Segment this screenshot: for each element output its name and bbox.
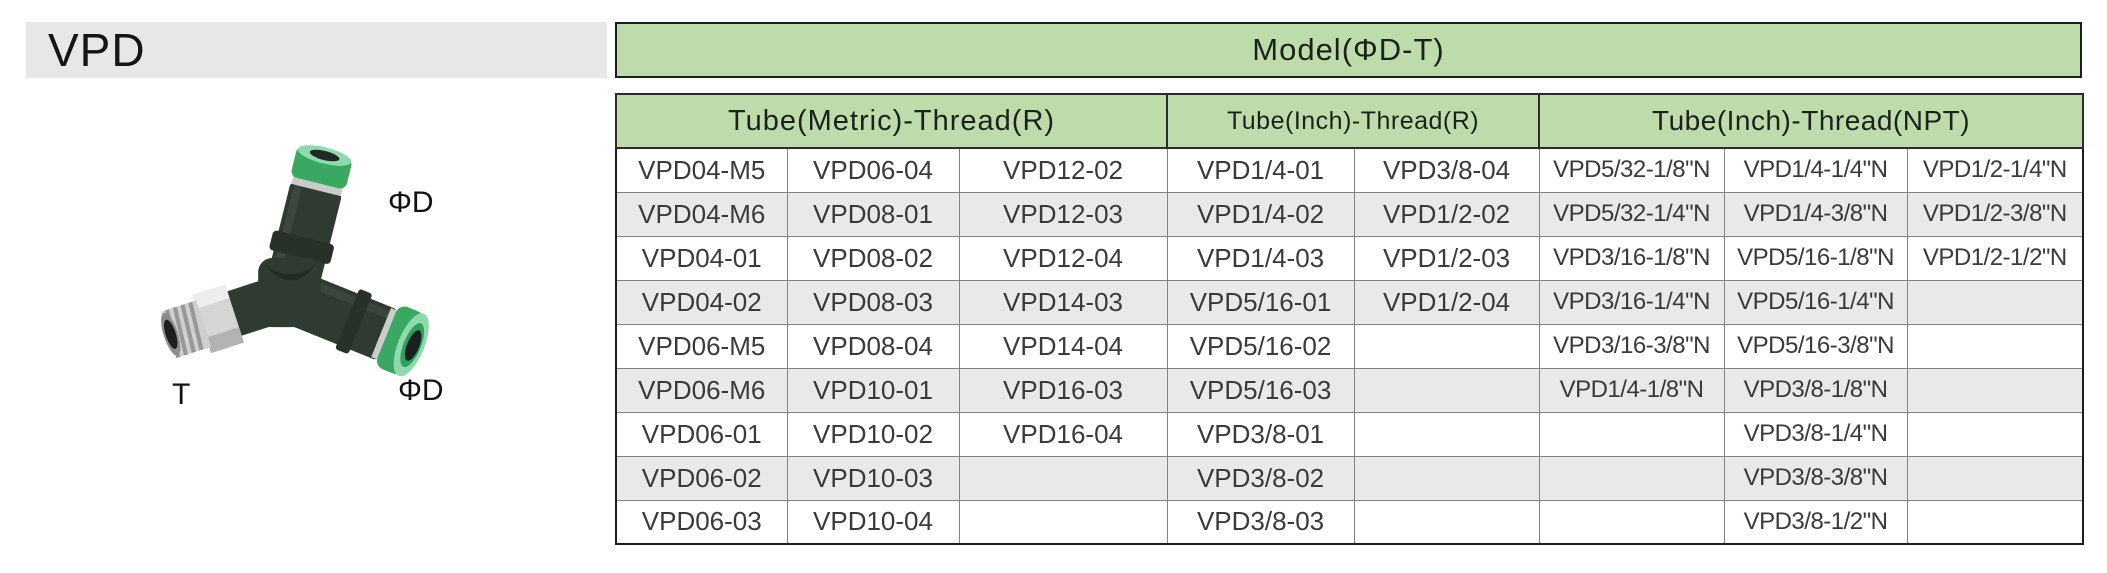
- model-cell: VPD3/8-1/8"N: [1723, 367, 1908, 413]
- model-cell: VPD06-M5: [615, 323, 788, 369]
- model-cell: VPD5/16-01: [1166, 279, 1355, 325]
- table-row: VPD04-01 VPD08-02 VPD12-04 VPD1/4-03 VPD1/2-…: [615, 235, 2084, 281]
- model-cell: VPD3/8-1/2"N: [1723, 499, 1908, 545]
- table-row: VPD06-03 VPD10-04 VPD3/8-03 VPD3/8-1/2"N: [615, 499, 2084, 545]
- model-cell: VPD14-04: [958, 323, 1168, 369]
- model-cell: VPD5/16-02: [1166, 323, 1355, 369]
- model-cell: VPD5/16-1/8"N: [1723, 235, 1908, 281]
- model-cell: VPD10-03: [786, 455, 960, 501]
- side-port-diameter-label: ΦD: [398, 374, 444, 407]
- model-cell: VPD16-04: [958, 411, 1168, 457]
- model-cell: VPD08-04: [786, 323, 960, 369]
- empty-cell: [1906, 455, 2084, 501]
- empty-cell: [1906, 279, 2084, 325]
- model-cell: VPD3/16-1/8"N: [1538, 235, 1725, 281]
- empty-cell: [1353, 323, 1540, 369]
- model-table-body: VPD04-M5 VPD06-04 VPD12-02 VPD1/4-01 VPD3/8-…: [615, 147, 2084, 545]
- model-cell: VPD3/8-3/8"N: [1723, 455, 1908, 501]
- empty-cell: [1538, 411, 1725, 457]
- model-cell: VPD1/4-3/8"N: [1723, 191, 1908, 237]
- model-cell: VPD04-M6: [615, 191, 788, 237]
- empty-cell: [1353, 411, 1540, 457]
- series-title-bar: VPD: [26, 22, 607, 78]
- empty-cell: [1353, 455, 1540, 501]
- model-cell: VPD1/4-02: [1166, 191, 1355, 237]
- model-cell: VPD3/8-04: [1353, 147, 1540, 193]
- model-cell: VPD04-01: [615, 235, 788, 281]
- model-cell: VPD10-02: [786, 411, 960, 457]
- model-cell: VPD1/2-1/2"N: [1906, 235, 2084, 281]
- model-cell: VPD08-03: [786, 279, 960, 325]
- group-header-inch-r: Tube(Inch)-Thread(R): [1166, 93, 1541, 149]
- model-cell: VPD1/2-3/8"N: [1906, 191, 2084, 237]
- model-header-text: Model(ΦD-T): [1252, 32, 1445, 67]
- model-cell: VPD5/16-03: [1166, 367, 1355, 413]
- model-cell: VPD1/4-1/8"N: [1538, 367, 1725, 413]
- top-port-diameter-label: ΦD: [388, 186, 434, 219]
- series-title: VPD: [48, 24, 146, 76]
- model-cell: VPD3/16-3/8"N: [1538, 323, 1725, 369]
- model-cell: VPD1/4-01: [1166, 147, 1355, 193]
- tee-fitting-image: [161, 145, 429, 377]
- header-gap: [615, 78, 2082, 93]
- model-cell: VPD06-04: [786, 147, 960, 193]
- model-table-area: Model(ΦD-T) Tube(Metric)-Thread(R) Tube(…: [614, 22, 2085, 545]
- model-cell: VPD12-02: [958, 147, 1168, 193]
- table-row: VPD04-M5 VPD06-04 VPD12-02 VPD1/4-01 VPD3/8-…: [615, 147, 2084, 193]
- model-cell: VPD06-01: [615, 411, 788, 457]
- model-cell: VPD06-03: [615, 499, 788, 545]
- table-row: VPD06-M5 VPD08-04 VPD14-04 VPD5/16-02 VPD3/1…: [615, 323, 2084, 369]
- empty-cell: [958, 455, 1168, 501]
- model-header-bar: Model(ΦD-T): [615, 22, 2082, 78]
- model-cell: VPD3/16-1/4"N: [1538, 279, 1725, 325]
- model-cell: VPD04-M5: [615, 147, 788, 193]
- empty-cell: [1353, 367, 1540, 413]
- empty-cell: [1538, 455, 1725, 501]
- model-cell: VPD5/16-3/8"N: [1723, 323, 1908, 369]
- model-cell: VPD1/4-03: [1166, 235, 1355, 281]
- model-cell: VPD10-04: [786, 499, 960, 545]
- empty-cell: [1906, 411, 2084, 457]
- model-cell: VPD06-02: [615, 455, 788, 501]
- thread-label: T: [172, 378, 191, 411]
- model-cell: VPD08-02: [786, 235, 960, 281]
- group-header-metric-r: Tube(Metric)-Thread(R): [614, 93, 1169, 149]
- model-table: Tube(Metric)-Thread(R) Tube(Inch)-Thread…: [614, 93, 2085, 545]
- model-cell: VPD12-04: [958, 235, 1168, 281]
- model-cell: VPD5/16-1/4"N: [1723, 279, 1908, 325]
- model-cell: VPD1/2-1/4"N: [1906, 147, 2084, 193]
- table-row: VPD04-02 VPD08-03 VPD14-03 VPD5/16-01 VPD1/2…: [615, 279, 2084, 325]
- model-cell: VPD14-03: [958, 279, 1168, 325]
- empty-cell: [1538, 499, 1725, 545]
- model-cell: VPD3/8-02: [1166, 455, 1355, 501]
- table-row: VPD04-M6 VPD08-01 VPD12-03 VPD1/4-02 VPD1/2-…: [615, 191, 2084, 237]
- empty-cell: [1906, 367, 2084, 413]
- model-cell: VPD5/32-1/4"N: [1538, 191, 1725, 237]
- table-row: VPD06-01 VPD10-02 VPD16-04 VPD3/8-01 VPD3/8-…: [615, 411, 2084, 457]
- model-cell: VPD06-M6: [615, 367, 788, 413]
- model-cell: VPD1/2-04: [1353, 279, 1540, 325]
- group-header-inch-npt: Tube(Inch)-Thread(NPT): [1538, 93, 2085, 149]
- empty-cell: [958, 499, 1168, 545]
- model-cell: VPD5/32-1/8"N: [1538, 147, 1725, 193]
- model-cell: VPD16-03: [958, 367, 1168, 413]
- group-header-row: Tube(Metric)-Thread(R) Tube(Inch)-Thread…: [614, 93, 2085, 149]
- model-cell: VPD1/2-02: [1353, 191, 1540, 237]
- model-cell: VPD12-03: [958, 191, 1168, 237]
- model-cell: VPD10-01: [786, 367, 960, 413]
- model-cell: VPD04-02: [615, 279, 788, 325]
- empty-cell: [1906, 499, 2084, 545]
- model-cell: VPD08-01: [786, 191, 960, 237]
- model-cell: VPD1/2-03: [1353, 235, 1540, 281]
- model-cell: VPD1/4-1/4"N: [1723, 147, 1908, 193]
- table-row: VPD06-02 VPD10-03 VPD3/8-02 VPD3/8-3/8"N: [615, 455, 2084, 501]
- empty-cell: [1353, 499, 1540, 545]
- empty-cell: [1906, 323, 2084, 369]
- model-cell: VPD3/8-1/4"N: [1723, 411, 1908, 457]
- model-cell: VPD3/8-03: [1166, 499, 1355, 545]
- model-cell: VPD3/8-01: [1166, 411, 1355, 457]
- table-row: VPD06-M6 VPD10-01 VPD16-03 VPD5/16-03 VPD1/4…: [615, 367, 2084, 413]
- product-figure: [160, 138, 460, 443]
